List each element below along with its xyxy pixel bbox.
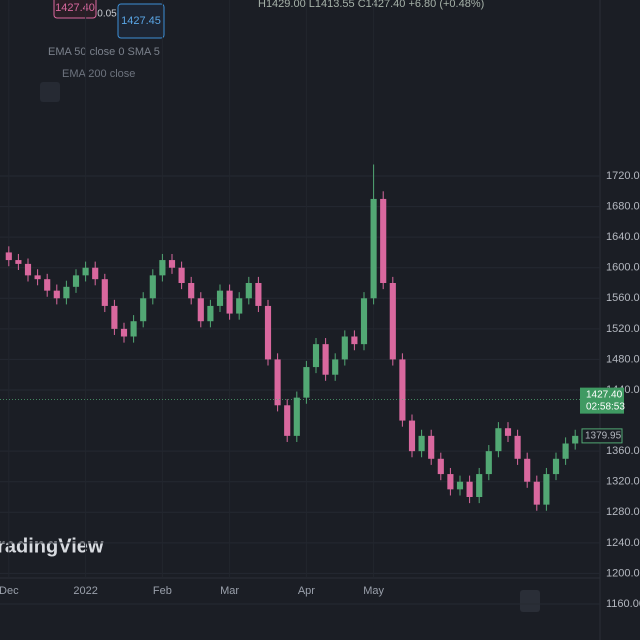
x-tick-label: Dec bbox=[0, 585, 19, 597]
candle-body bbox=[543, 474, 550, 505]
candle-body bbox=[524, 458, 531, 482]
collapse-button[interactable] bbox=[40, 82, 60, 102]
candle-body bbox=[428, 435, 435, 459]
candle-body bbox=[447, 474, 454, 490]
candle-body bbox=[15, 260, 22, 264]
candle-body bbox=[82, 267, 89, 276]
marker-price-box bbox=[581, 428, 623, 444]
countdown-label: 02:58:53 bbox=[586, 401, 625, 412]
candle-body bbox=[140, 298, 147, 322]
candle-body bbox=[216, 290, 224, 306]
candle-body bbox=[92, 267, 99, 280]
y-tick-label: 1600.00 bbox=[606, 262, 640, 274]
candle-body bbox=[53, 290, 60, 299]
candle-body bbox=[456, 481, 464, 490]
candle-body bbox=[111, 305, 118, 329]
candle-body bbox=[466, 481, 473, 497]
candle-body bbox=[514, 435, 521, 459]
plot: 1160.00 1200.00 1240.00 1280.00 1320.00 1360.… bbox=[0, 164, 640, 610]
candle-body bbox=[236, 298, 243, 314]
candle-body bbox=[341, 336, 348, 360]
candle-body bbox=[552, 458, 560, 475]
candle-body bbox=[380, 198, 387, 283]
x-tick-label: Mar bbox=[220, 585, 239, 597]
candle-body bbox=[168, 260, 176, 268]
y-tick-label: 1720.00 bbox=[606, 170, 640, 182]
y-tick-label: 1280.00 bbox=[606, 506, 640, 518]
y-tick-label: 1520.00 bbox=[606, 323, 640, 335]
y-tick-label: 1560.00 bbox=[606, 292, 640, 304]
watermark: TradingView bbox=[0, 535, 104, 557]
candle-body bbox=[437, 458, 444, 475]
candle-body bbox=[245, 283, 252, 299]
ohlc-legend: H1429.00 L1413.55 C1427.40 +6.80 (+0.48%… bbox=[258, 0, 484, 10]
candle-body bbox=[188, 283, 195, 299]
x-tick-label: Feb bbox=[153, 585, 172, 597]
candle-body bbox=[130, 321, 137, 337]
candle-body bbox=[399, 359, 406, 421]
candle-body bbox=[5, 252, 12, 261]
candle-body bbox=[562, 443, 569, 459]
spread: 0.05 bbox=[97, 9, 117, 20]
candle-body bbox=[207, 305, 214, 322]
candle-body bbox=[120, 328, 128, 337]
candle-body bbox=[389, 283, 396, 360]
candle-body bbox=[476, 474, 483, 497]
candle-body bbox=[485, 451, 492, 475]
candle-body bbox=[495, 428, 502, 452]
candle-body bbox=[533, 481, 540, 505]
candle-body bbox=[332, 359, 339, 375]
candle-body bbox=[370, 198, 377, 299]
candle-body bbox=[63, 286, 70, 299]
candle-body bbox=[303, 367, 310, 398]
candle-body bbox=[24, 263, 32, 276]
candle-body bbox=[149, 275, 156, 299]
indicator-legend[interactable]: EMA 50 close 0 SMA 5 bbox=[48, 46, 160, 58]
candle-body bbox=[572, 435, 579, 444]
y-tick-label: 1640.00 bbox=[606, 231, 640, 243]
candle-body bbox=[197, 298, 204, 322]
candle-body bbox=[178, 267, 185, 283]
y-tick-label: 1160.00 bbox=[606, 598, 640, 610]
candle-body bbox=[44, 279, 51, 291]
candle-body bbox=[351, 336, 358, 345]
buy-price[interactable]: 1427.45 bbox=[121, 15, 161, 27]
x-tick-label: May bbox=[363, 585, 384, 597]
indicator-legend[interactable]: EMA 200 close bbox=[62, 68, 135, 80]
candle-body bbox=[312, 344, 320, 368]
y-tick-label: 1480.00 bbox=[606, 353, 640, 365]
candle-body bbox=[322, 344, 329, 375]
y-tick-label: 1360.00 bbox=[606, 445, 640, 457]
y-tick-label: 1240.00 bbox=[606, 537, 640, 549]
candle-body bbox=[360, 298, 368, 345]
marker-price-label: 1379.95 bbox=[585, 431, 622, 442]
candle-body bbox=[408, 420, 416, 452]
candle-body bbox=[255, 283, 262, 306]
candle-body bbox=[159, 260, 166, 276]
y-tick-label: 1680.00 bbox=[606, 200, 640, 212]
sell-price[interactable]: 1427.40 bbox=[55, 2, 95, 14]
candle-body bbox=[101, 279, 108, 306]
candle-body bbox=[72, 275, 80, 287]
candle-body bbox=[226, 290, 233, 314]
buy-button[interactable] bbox=[117, 3, 165, 39]
candle-body bbox=[293, 397, 300, 436]
candle-body bbox=[264, 305, 272, 360]
y-tick-label: 1200.00 bbox=[606, 567, 640, 579]
last-price-box bbox=[580, 387, 624, 414]
candle-body bbox=[418, 435, 425, 452]
x-tick-label: Apr bbox=[298, 585, 315, 597]
candle-body bbox=[284, 405, 291, 436]
y-tick-label: 1320.00 bbox=[606, 476, 640, 488]
last-price-label: 1427.40 bbox=[586, 389, 623, 400]
x-tick-label: 2022 bbox=[73, 585, 97, 597]
candle-body bbox=[504, 428, 512, 436]
scroll-button[interactable] bbox=[520, 590, 540, 612]
candle-body bbox=[34, 275, 41, 280]
candle-body bbox=[274, 359, 281, 406]
